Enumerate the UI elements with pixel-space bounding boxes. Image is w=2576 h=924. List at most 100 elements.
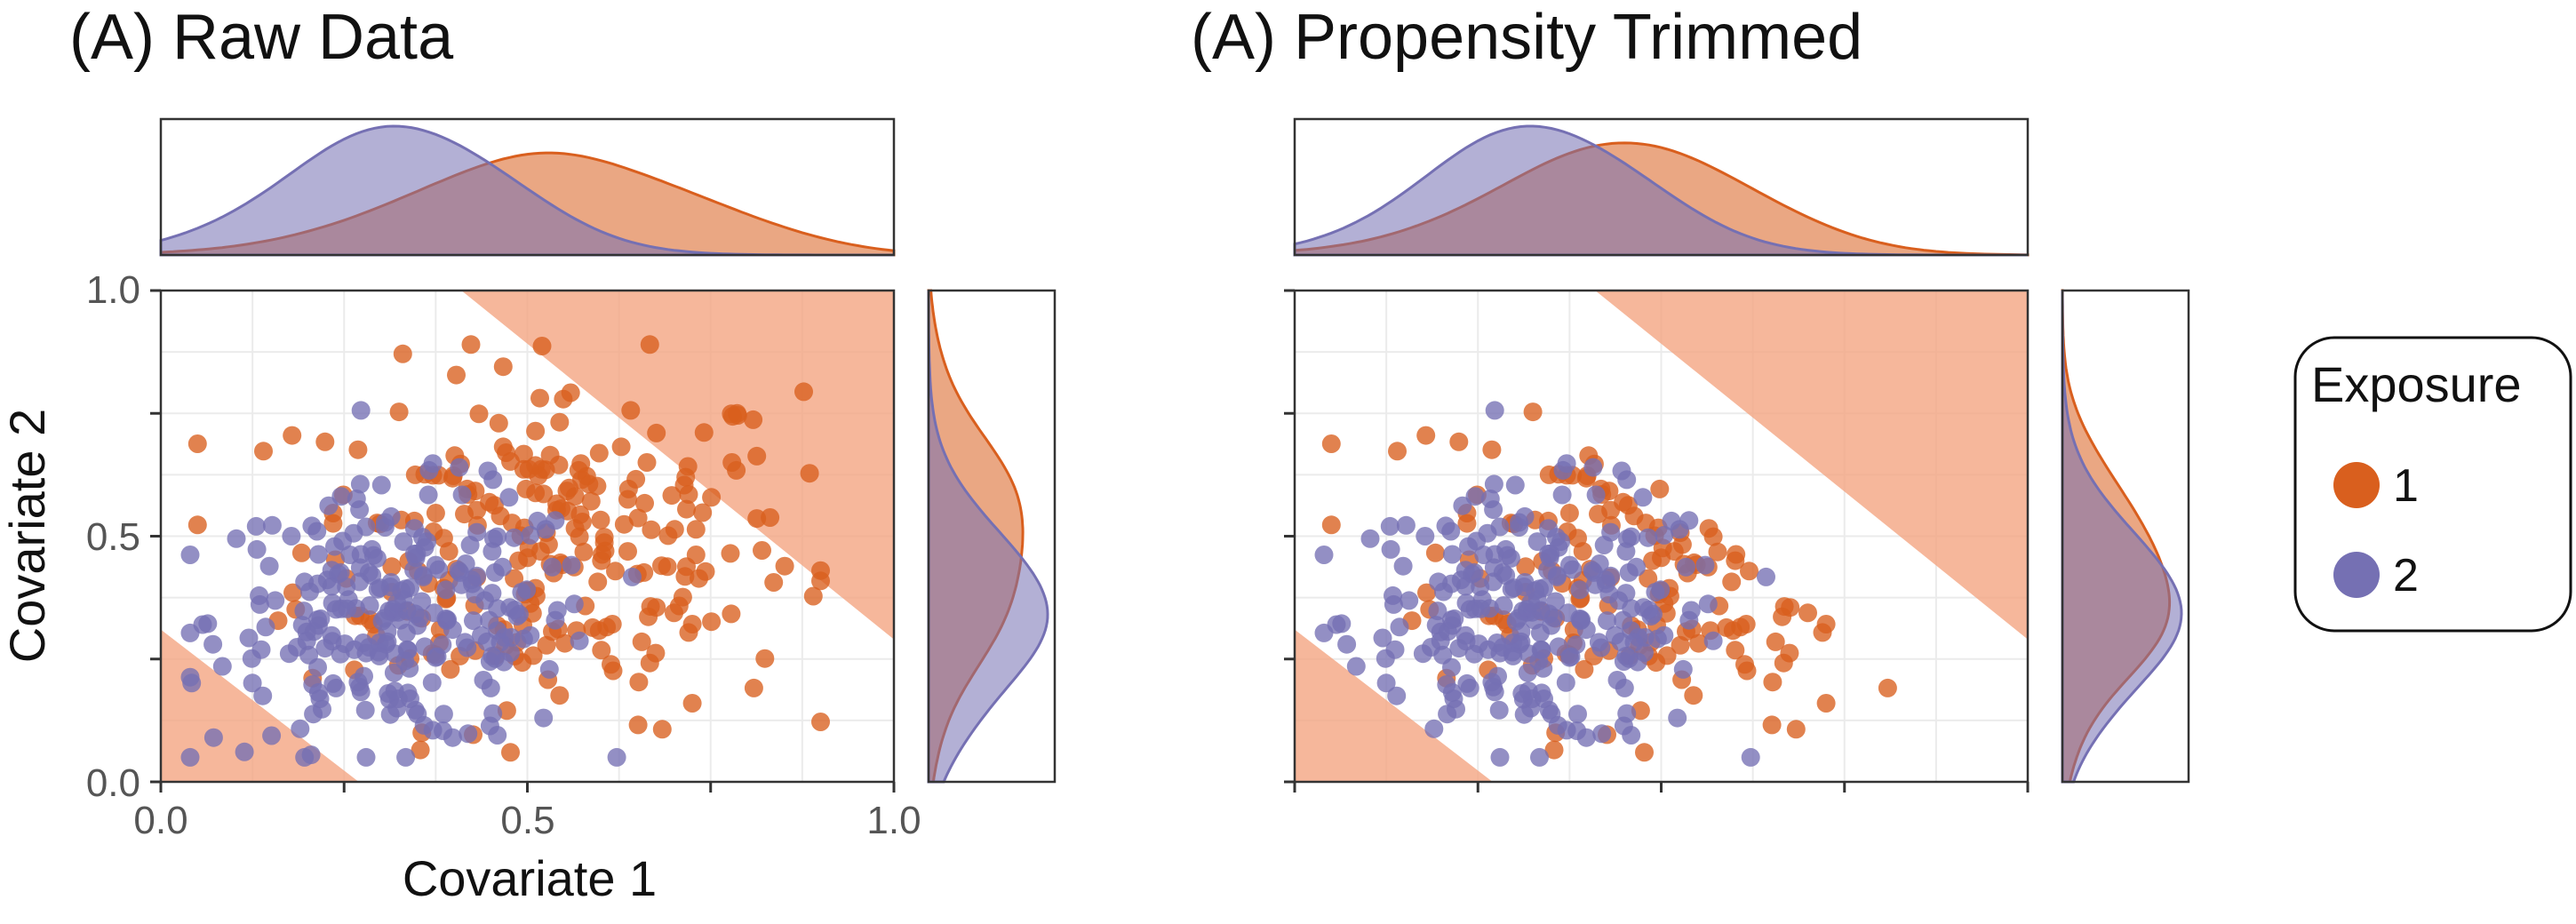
data-point-exposure-2 — [371, 475, 391, 495]
data-point-exposure-1 — [1568, 529, 1587, 548]
data-point-exposure-2 — [1681, 601, 1701, 620]
data-point-exposure-1 — [721, 544, 740, 563]
data-point-exposure-1 — [665, 520, 684, 539]
data-point-exposure-2 — [404, 544, 424, 563]
data-point-exposure-1 — [811, 713, 830, 731]
data-point-exposure-2 — [360, 596, 379, 615]
data-point-exposure-1 — [1717, 617, 1736, 637]
data-point-exposure-1 — [532, 337, 552, 355]
data-point-exposure-2 — [405, 700, 425, 720]
data-point-exposure-2 — [536, 520, 555, 539]
data-point-exposure-2 — [1460, 600, 1479, 619]
data-point-exposure-1 — [658, 557, 677, 577]
data-point-exposure-2 — [1673, 659, 1693, 679]
data-point-exposure-1 — [565, 519, 585, 538]
data-point-exposure-1 — [1321, 434, 1341, 453]
data-point-exposure-2 — [1598, 611, 1616, 631]
data-point-exposure-1 — [583, 617, 602, 637]
data-point-exposure-1 — [702, 612, 722, 632]
data-point-exposure-1 — [800, 464, 819, 483]
data-point-exposure-2 — [623, 567, 642, 586]
data-point-exposure-1 — [480, 492, 499, 512]
data-point-exposure-2 — [1422, 638, 1440, 657]
data-point-exposure-1 — [581, 491, 601, 511]
data-point-exposure-2 — [1485, 682, 1504, 702]
data-point-exposure-2 — [1455, 561, 1475, 580]
data-point-exposure-2 — [1337, 634, 1357, 654]
y-tick-label: 0.5 — [86, 515, 140, 559]
data-point-exposure-1 — [1672, 535, 1692, 554]
data-point-exposure-1 — [764, 573, 784, 592]
data-point-exposure-2 — [246, 516, 266, 536]
data-point-exposure-2 — [394, 532, 413, 552]
data-point-exposure-2 — [1628, 652, 1647, 672]
data-point-exposure-2 — [1559, 555, 1579, 575]
data-point-exposure-1 — [561, 383, 580, 402]
data-point-exposure-1 — [1722, 572, 1742, 592]
data-point-exposure-1 — [755, 649, 775, 668]
data-point-exposure-2 — [1442, 545, 1462, 564]
data-point-exposure-1 — [526, 421, 546, 441]
data-point-exposure-2 — [1530, 623, 1550, 642]
data-point-exposure-1 — [594, 528, 614, 547]
data-point-exposure-1 — [514, 444, 533, 464]
data-point-exposure-1 — [642, 520, 661, 539]
legend-swatch — [2333, 462, 2380, 508]
data-point-exposure-2 — [380, 578, 400, 596]
data-point-exposure-1 — [614, 514, 634, 534]
data-point-exposure-1 — [455, 505, 474, 524]
data-point-exposure-2 — [1314, 623, 1334, 642]
data-point-exposure-2 — [521, 525, 540, 545]
density-curve-exposure-2 — [927, 291, 1049, 784]
data-point-exposure-2 — [326, 600, 346, 619]
data-point-exposure-1 — [761, 508, 780, 527]
data-point-exposure-1 — [811, 561, 830, 580]
data-point-exposure-2 — [514, 629, 533, 649]
data-point-exposure-1 — [632, 632, 651, 651]
data-point-exposure-1 — [1559, 504, 1579, 522]
data-point-exposure-2 — [1442, 682, 1462, 702]
data-point-exposure-2 — [1601, 522, 1621, 542]
data-point-exposure-2 — [1622, 599, 1641, 618]
data-point-exposure-1 — [1786, 720, 1806, 739]
data-point-exposure-2 — [1360, 529, 1380, 548]
data-point-exposure-2 — [1489, 700, 1509, 720]
data-point-exposure-2 — [1513, 689, 1533, 709]
data-point-exposure-1 — [647, 423, 666, 442]
data-point-exposure-2 — [235, 742, 254, 761]
data-point-exposure-2 — [322, 561, 341, 580]
data-point-exposure-2 — [426, 648, 445, 667]
data-point-exposure-1 — [1780, 643, 1799, 663]
trimmed-region — [1295, 629, 1493, 782]
data-point-exposure-2 — [1539, 700, 1559, 720]
data-point-exposure-2 — [1677, 557, 1695, 577]
data-point-exposure-1 — [538, 535, 558, 554]
data-point-exposure-1 — [1773, 607, 1792, 626]
data-point-exposure-1 — [1643, 551, 1663, 570]
data-point-exposure-2 — [483, 470, 503, 490]
data-point-exposure-1 — [1449, 432, 1469, 451]
data-point-exposure-2 — [422, 673, 442, 692]
data-point-exposure-1 — [1589, 505, 1607, 524]
data-point-exposure-2 — [517, 580, 537, 600]
data-point-exposure-2 — [564, 594, 584, 614]
data-point-exposure-1 — [628, 508, 648, 528]
data-point-exposure-2 — [1485, 401, 1504, 420]
data-point-exposure-2 — [266, 591, 285, 610]
data-point-exposure-2 — [499, 488, 519, 507]
data-point-exposure-2 — [455, 633, 475, 652]
data-point-exposure-1 — [501, 743, 520, 762]
data-point-exposure-1 — [677, 557, 696, 577]
data-point-exposure-1 — [639, 607, 658, 626]
data-point-exposure-1 — [1762, 715, 1782, 735]
data-point-exposure-1 — [1631, 701, 1650, 721]
data-point-exposure-2 — [1611, 632, 1631, 651]
data-point-exposure-2 — [1393, 556, 1413, 576]
data-point-exposure-1 — [696, 562, 715, 581]
y-tick-label: 0.0 — [86, 761, 140, 805]
data-point-exposure-2 — [1698, 594, 1718, 614]
data-point-exposure-2 — [351, 682, 371, 702]
data-point-exposure-2 — [1509, 609, 1528, 628]
data-point-exposure-2 — [1539, 519, 1558, 538]
data-point-exposure-1 — [602, 655, 620, 674]
